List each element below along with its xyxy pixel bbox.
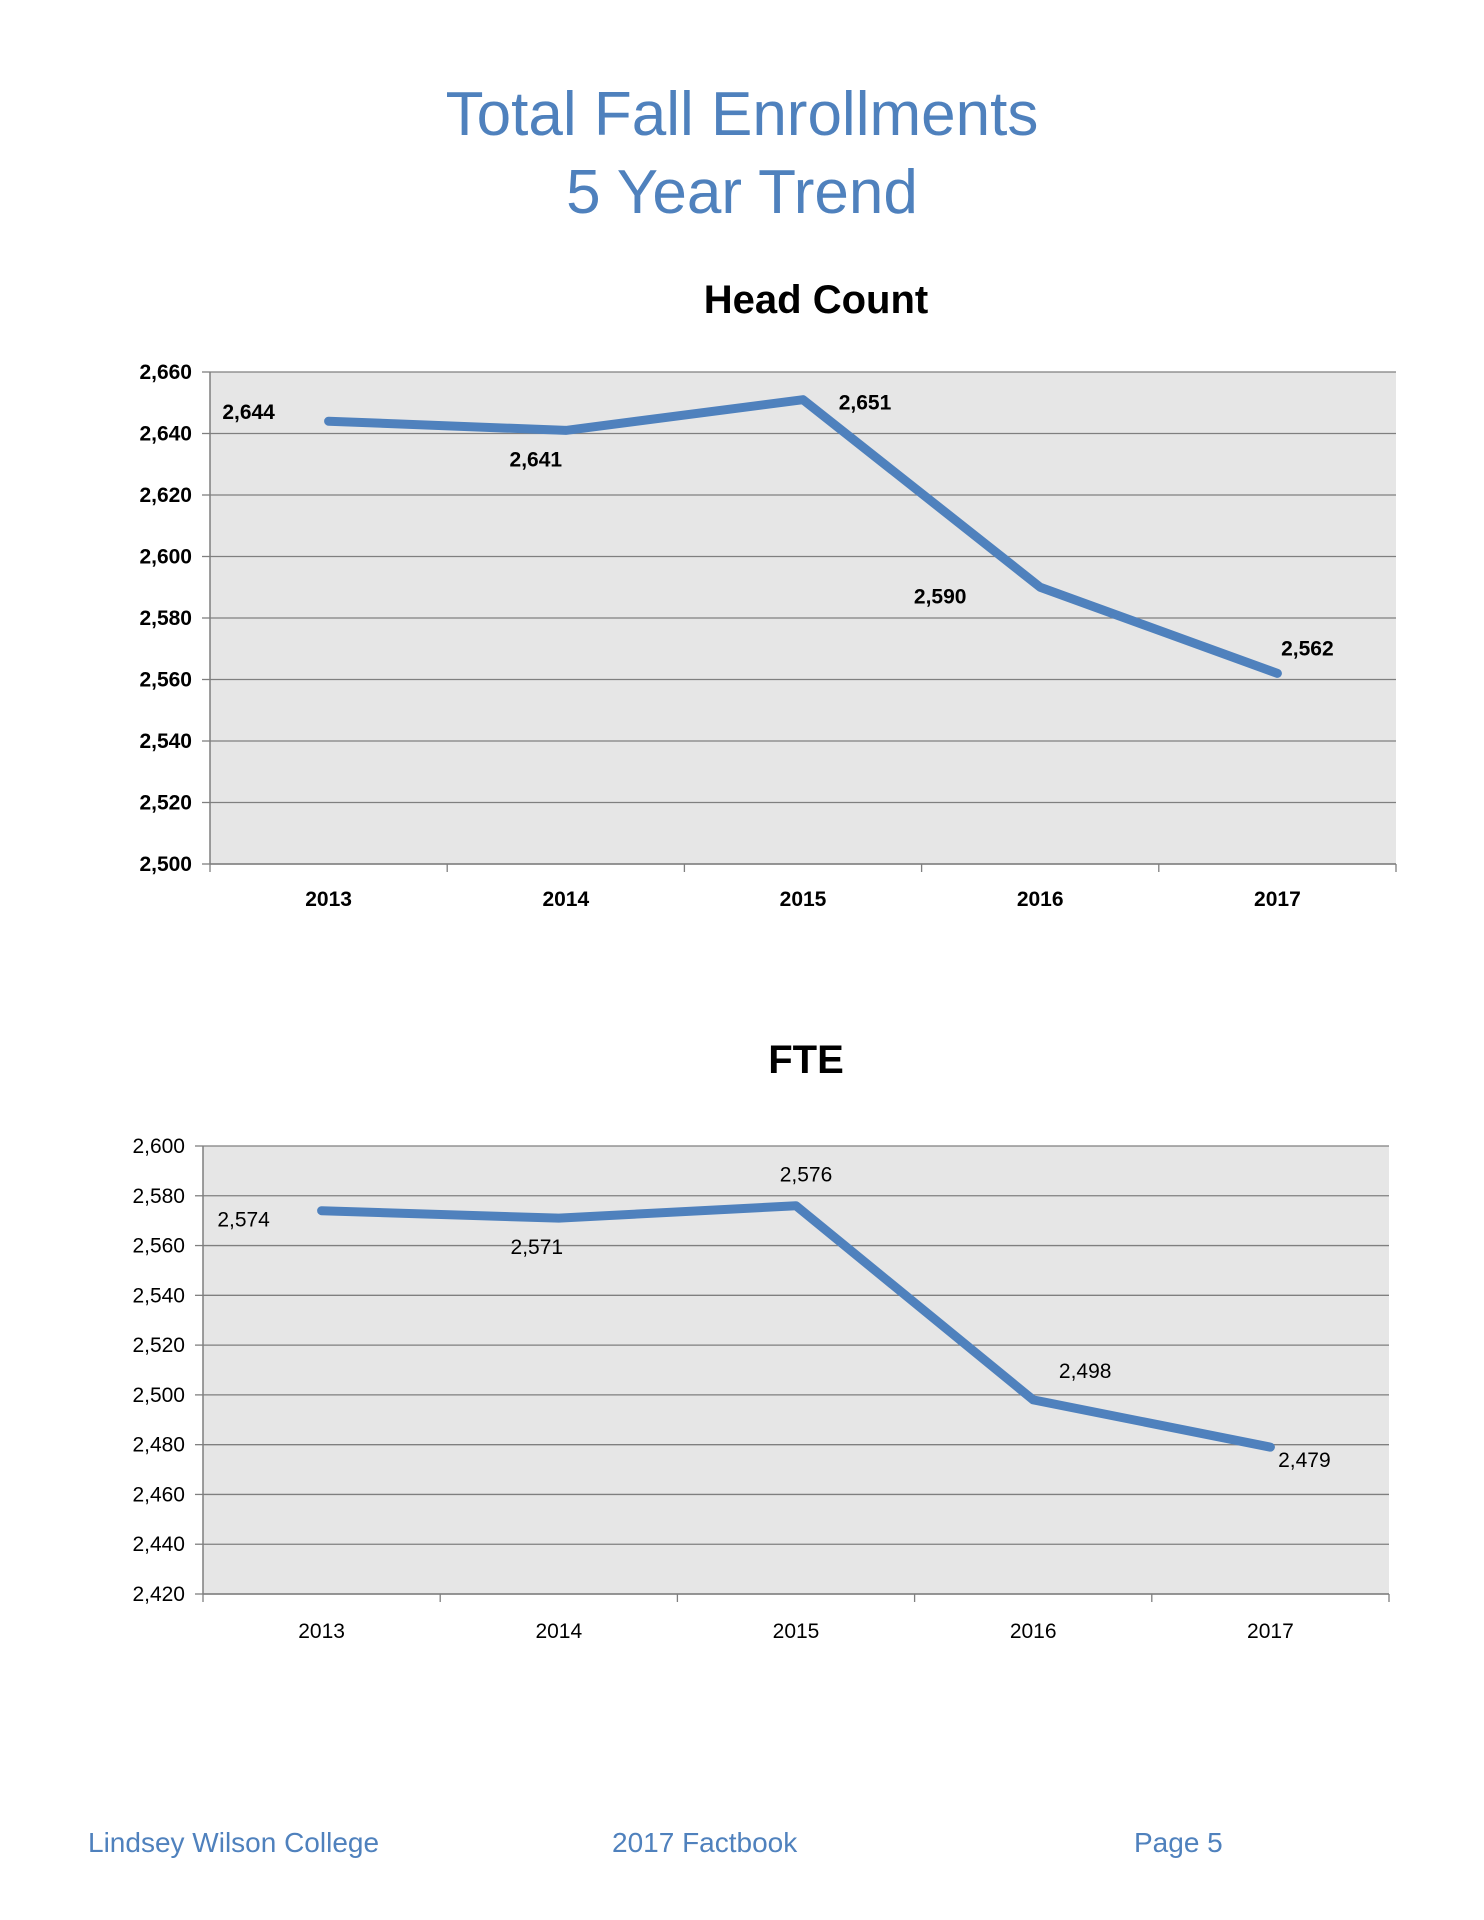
data-label: 2,571: [511, 1236, 564, 1259]
y-tick-label: 2,420: [132, 1583, 185, 1606]
y-tick-label: 2,540: [139, 730, 192, 753]
data-point: [555, 1215, 562, 1222]
data-point: [800, 396, 806, 403]
data-label: 2,651: [839, 392, 892, 415]
data-point: [1267, 1444, 1274, 1451]
y-tick-label: 2,580: [132, 1185, 185, 1208]
footer-page-number: Page 5: [1134, 1827, 1223, 1858]
fte-chart-title: FTE: [768, 1038, 844, 1082]
data-point: [318, 1207, 325, 1214]
y-tick-label: 2,660: [139, 361, 192, 384]
data-point: [1037, 584, 1044, 591]
x-category-label: 2016: [1010, 1620, 1057, 1643]
data-label: 2,576: [780, 1164, 833, 1187]
page-title: Total Fall Enrollments 5 Year Trend: [0, 76, 1484, 232]
x-category-label: 2014: [542, 888, 589, 911]
y-tick-label: 2,560: [139, 669, 192, 692]
x-category-label: 2014: [535, 1620, 582, 1643]
y-tick-label: 2,580: [139, 607, 192, 630]
data-label: 2,590: [914, 585, 967, 608]
data-label: 2,574: [217, 1209, 270, 1232]
y-tick-label: 2,460: [132, 1483, 185, 1506]
x-category-label: 2017: [1247, 1620, 1294, 1643]
data-label: 2,479: [1278, 1449, 1331, 1472]
x-category-label: 2013: [305, 888, 352, 911]
data-point: [1274, 670, 1281, 677]
headcount-chart: 2,500 2,520 2,540 2,560 2,580 2,600 2,620 2,640…: [139, 361, 1397, 911]
y-tick-label: 2,600: [132, 1135, 185, 1158]
y-tick-label: 2,620: [139, 484, 192, 507]
fte-chart: 2,420 2,440 2,460 2,480 2,500 2,520 2,540 2,560…: [132, 1135, 1390, 1643]
y-tick-label: 2,600: [139, 546, 192, 569]
data-point: [1030, 1396, 1037, 1403]
y-tick-label: 2,500: [139, 853, 192, 876]
y-tick-label: 2,440: [132, 1533, 185, 1556]
y-tick-label: 2,560: [132, 1235, 185, 1258]
y-tick-label: 2,520: [139, 792, 192, 815]
y-tick-label: 2,520: [132, 1334, 185, 1357]
plot-area: [203, 1146, 1389, 1594]
data-label: 2,644: [222, 401, 275, 424]
page-title-line2: 5 Year Trend: [566, 158, 918, 227]
data-point: [793, 1202, 799, 1209]
x-category-label: 2016: [1017, 888, 1064, 911]
x-category-label: 2017: [1254, 888, 1301, 911]
x-category-label: 2015: [773, 1620, 820, 1643]
data-point: [562, 427, 569, 434]
x-category-label: 2013: [298, 1620, 345, 1643]
data-point: [325, 418, 332, 425]
y-tick-label: 2,500: [132, 1384, 185, 1407]
y-tick-label: 2,480: [132, 1434, 185, 1457]
y-tick-label: 2,640: [139, 423, 192, 446]
headcount-chart-title: Head Count: [703, 278, 929, 322]
footer-factbook: 2017 Factbook: [612, 1827, 798, 1858]
y-tick-label: 2,540: [132, 1284, 185, 1307]
x-category-label: 2015: [780, 888, 827, 911]
data-label: 2,562: [1281, 637, 1334, 660]
data-label: 2,498: [1059, 1360, 1112, 1383]
page-title-line1: Total Fall Enrollments: [445, 80, 1039, 149]
data-label: 2,641: [510, 448, 563, 471]
footer-college: Lindsey Wilson College: [88, 1827, 380, 1858]
